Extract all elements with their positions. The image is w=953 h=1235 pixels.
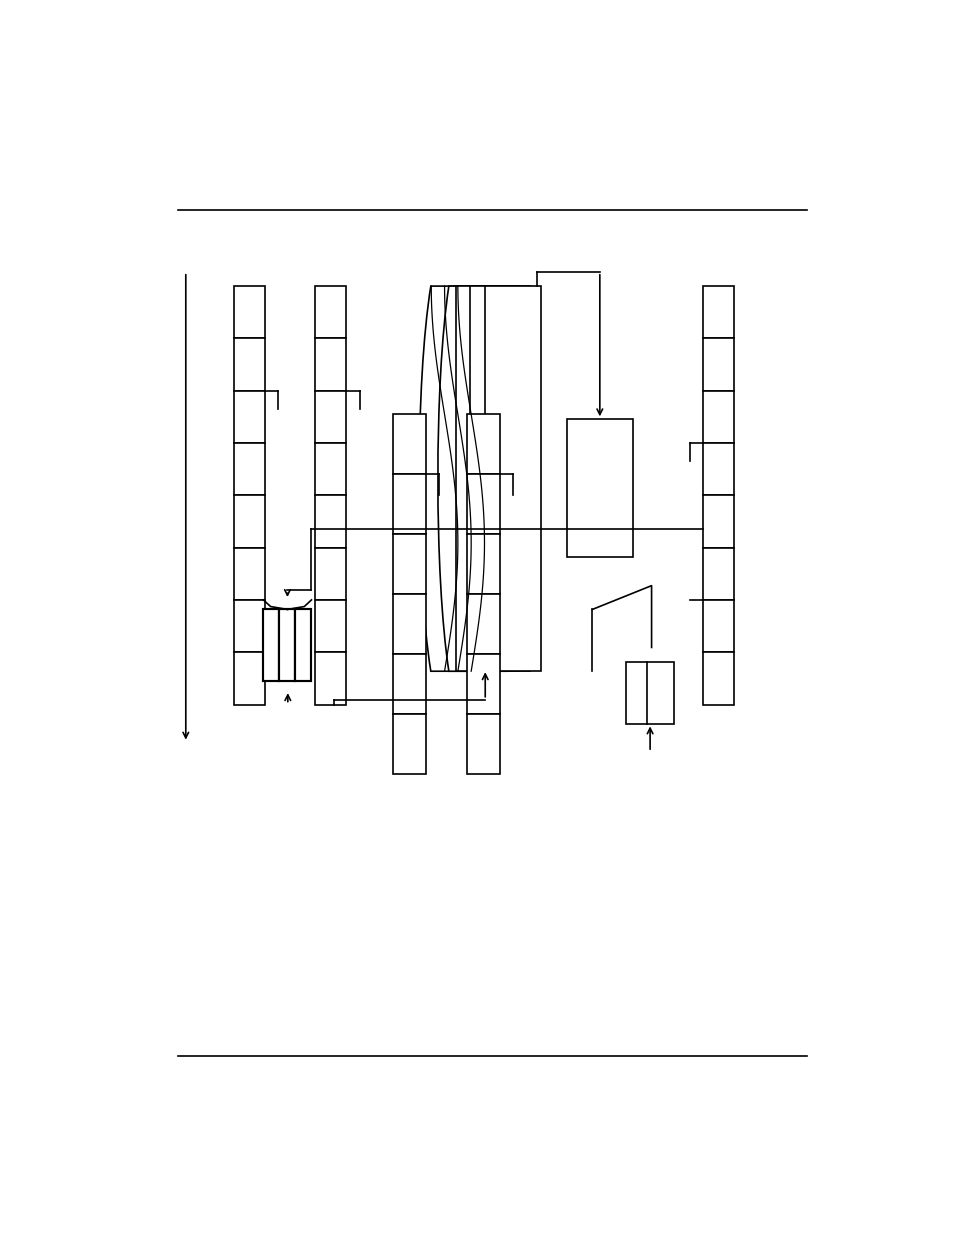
Bar (233, 495, 265, 547)
Bar (702, 652, 734, 704)
Bar (314, 443, 346, 495)
Bar (702, 443, 734, 495)
Bar (466, 655, 499, 714)
Bar (233, 287, 265, 338)
PathPatch shape (418, 287, 492, 672)
Bar (466, 474, 499, 535)
Bar (314, 495, 346, 547)
Bar (702, 600, 734, 652)
PathPatch shape (437, 287, 507, 672)
Bar (295, 609, 311, 680)
Bar (702, 390, 734, 443)
Bar (485, 287, 540, 672)
Bar (233, 390, 265, 443)
Bar (393, 474, 426, 535)
Bar (566, 419, 633, 557)
Bar (279, 609, 295, 680)
Bar (466, 415, 499, 474)
Bar (393, 535, 426, 594)
Bar (702, 547, 734, 600)
Bar (393, 655, 426, 714)
Bar (314, 390, 346, 443)
Bar (470, 287, 529, 672)
Bar (233, 443, 265, 495)
Bar (702, 338, 734, 390)
Bar (233, 652, 265, 704)
Bar (625, 662, 673, 724)
Bar (233, 547, 265, 600)
Bar (314, 338, 346, 390)
Bar (456, 287, 518, 672)
Bar (233, 600, 265, 652)
Bar (702, 287, 734, 338)
Bar (393, 594, 426, 655)
Bar (466, 594, 499, 655)
Bar (314, 652, 346, 704)
Bar (466, 714, 499, 774)
Bar (263, 609, 279, 680)
Bar (702, 495, 734, 547)
Bar (466, 535, 499, 594)
Bar (393, 714, 426, 774)
Bar (393, 415, 426, 474)
Bar (314, 600, 346, 652)
Bar (233, 338, 265, 390)
Bar (314, 547, 346, 600)
Bar (314, 287, 346, 338)
